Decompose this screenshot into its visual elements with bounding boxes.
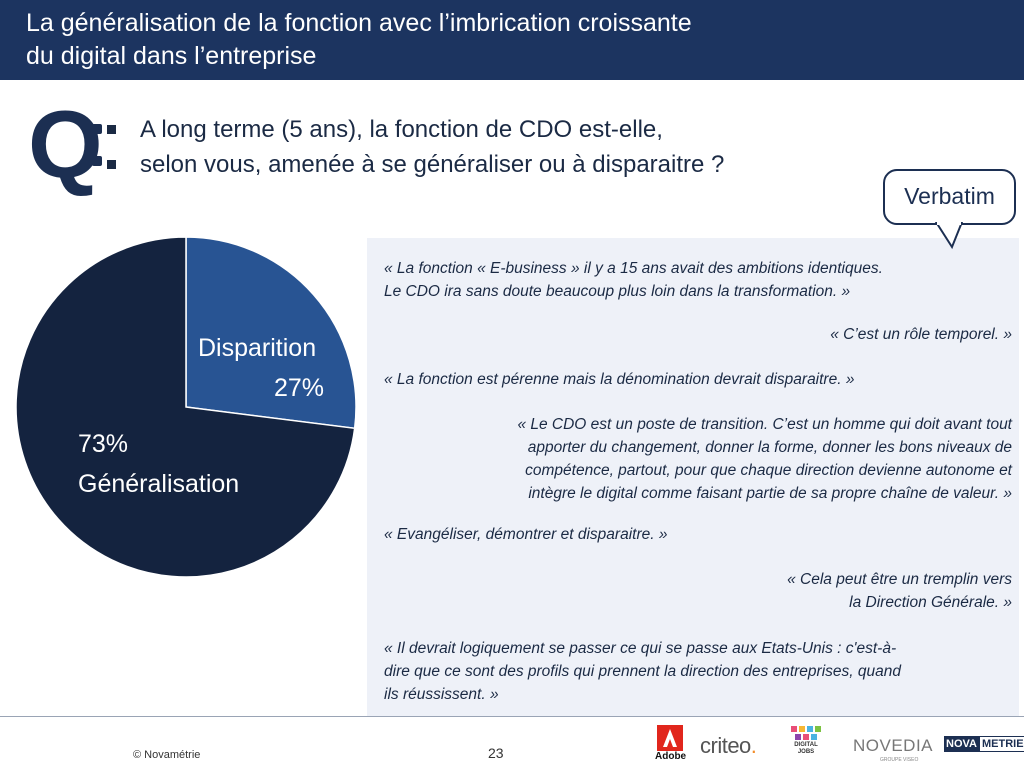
verbatim-quote-line: « Il devrait logiquement se passer ce qu… <box>384 640 897 657</box>
verbatim-quote-line: Le CDO ira sans doute beaucoup plus loin… <box>384 283 851 300</box>
question-line-2-text: selon vous, amenée à se généraliser ou à… <box>140 151 725 178</box>
verbatim-quote-line: compétence, partout, pour que chaque dir… <box>525 462 1012 479</box>
bullet-icon <box>107 125 116 134</box>
novedia-logo-subtitle: GROUPE VISEO <box>880 757 919 763</box>
question-letter: Q <box>28 91 103 198</box>
adobe-logo: Adobe <box>655 725 687 765</box>
callout-tail-icon <box>934 222 964 250</box>
verbatim-quote: « Il devrait logiquement se passer ce qu… <box>384 637 901 706</box>
pie-chart: Disparition 27% 73% Généralisation <box>0 230 370 590</box>
verbatim-quote: « Le CDO est un poste de transition. C’e… <box>517 413 1012 505</box>
digital-jobs-logo-text: DIGITAL JOBS <box>794 742 818 755</box>
page-title-line-1: La généralisation de la fonction avec l’… <box>26 9 692 37</box>
verbatim-quote: « La fonction est pérenne mais la dénomi… <box>384 368 854 391</box>
novametrie-logo-nova: NOVA <box>944 736 979 752</box>
slice-value-generalisation: 73% <box>78 430 129 458</box>
bullet-icon <box>107 160 116 169</box>
verbatim-quote-line: « Evangéliser, démontrer et disparaitre.… <box>384 526 668 543</box>
slice-label-generalisation: Généralisation <box>78 470 240 498</box>
footer-divider <box>0 716 1024 717</box>
verbatim-quote-line: « Cela peut être un tremplin vers <box>787 571 1012 588</box>
adobe-logo-icon <box>657 725 683 751</box>
question-text: A long terme (5 ans), la fonction de CDO… <box>107 112 867 182</box>
verbatim-quote-line: « La fonction « E-business » il y a 15 a… <box>384 260 883 277</box>
question-line-2: selon vous, amenée à se généraliser ou à… <box>107 147 867 182</box>
adobe-logo-text: Adobe <box>655 751 687 762</box>
criteo-logo-text: criteo <box>700 733 751 758</box>
pie-slice-disparition <box>185 236 357 430</box>
verbatim-quote-line: la Direction Générale. » <box>849 594 1012 611</box>
copyright-text: © Novamétrie <box>133 749 201 761</box>
digital-jobs-logo: DIGITAL JOBS <box>789 726 823 766</box>
criteo-logo-dot: . <box>750 733 757 758</box>
pie-chart-svg <box>15 236 357 578</box>
question-line-1: A long terme (5 ans), la fonction de CDO… <box>107 112 867 147</box>
verbatim-quote: « La fonction « E-business » il y a 15 a… <box>384 257 883 303</box>
slice-value-disparition: 27% <box>274 374 325 402</box>
verbatim-quote: « C’est un rôle temporel. » <box>830 323 1012 346</box>
digital-jobs-logo-icon <box>791 726 821 740</box>
pie-slice-generalisation <box>15 236 356 578</box>
verbatim-quote-line: apporter du changement, donner la forme,… <box>527 439 1012 456</box>
page-title: La généralisation de la fonction avec l’… <box>26 7 986 73</box>
novametrie-logo: NOVA METRIE <box>944 736 1024 754</box>
page-number: 23 <box>488 745 504 761</box>
verbatim-quote-line: dire que ce sont des profils qui prennen… <box>384 663 901 680</box>
header-bar: La généralisation de la fonction avec l’… <box>0 0 1024 80</box>
novedia-logo: NOVEDIA <box>853 736 934 755</box>
verbatim-quote: « Cela peut être un tremplin vers la Dire… <box>787 568 1012 614</box>
verbatim-quote-line: intègre le digital comme faisant partie … <box>528 485 1012 502</box>
verbatim-callout-label: Verbatim <box>904 183 995 209</box>
verbatim-quote-line: ils réussissent. » <box>384 686 499 703</box>
page-title-line-2: du digital dans l’entreprise <box>26 42 317 70</box>
verbatim-callout: Verbatim <box>883 169 1016 225</box>
novametrie-logo-metrie: METRIE <box>978 736 1024 752</box>
question-colon <box>92 110 102 176</box>
verbatim-quote-line: « La fonction est pérenne mais la dénomi… <box>384 371 855 388</box>
criteo-logo: criteo. <box>700 733 757 759</box>
verbatim-quote-line: « C’est un rôle temporel. » <box>830 326 1012 343</box>
question-line-1-text: A long terme (5 ans), la fonction de CDO… <box>140 116 663 143</box>
verbatim-panel <box>367 238 1019 716</box>
verbatim-quote-line: « Le CDO est un poste de transition. C’e… <box>517 416 1012 433</box>
verbatim-quote: « Evangéliser, démontrer et disparaitre.… <box>384 523 667 546</box>
slice-label-disparition: Disparition <box>198 334 317 362</box>
